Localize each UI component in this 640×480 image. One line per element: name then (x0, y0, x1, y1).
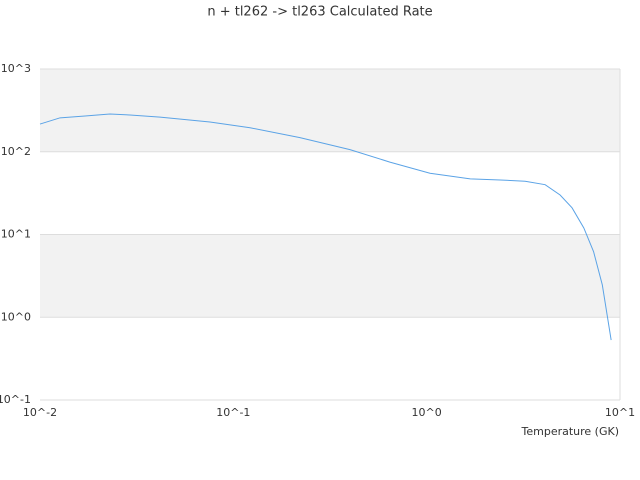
y-tick-label: 10^3 (1, 62, 31, 75)
y-tick-label: 10^0 (1, 310, 31, 323)
y-tick-label: 10^-1 (0, 393, 31, 406)
grid-band (40, 69, 620, 152)
x-tick-label: 10^0 (412, 406, 442, 419)
grid-band (40, 234, 620, 318)
y-tick-label: 10^1 (1, 228, 31, 241)
y-tick-label: 10^2 (1, 145, 31, 158)
x-tick-label: 10^-2 (23, 406, 57, 419)
x-tick-label: 10^-1 (216, 406, 250, 419)
data-line (39, 113, 612, 341)
x-axis-label: Temperature (GK) (521, 425, 620, 438)
x-tick-label: 10^1 (605, 406, 635, 419)
chart-title: n + tl262 -> tl263 Calculated Rate (207, 5, 432, 20)
